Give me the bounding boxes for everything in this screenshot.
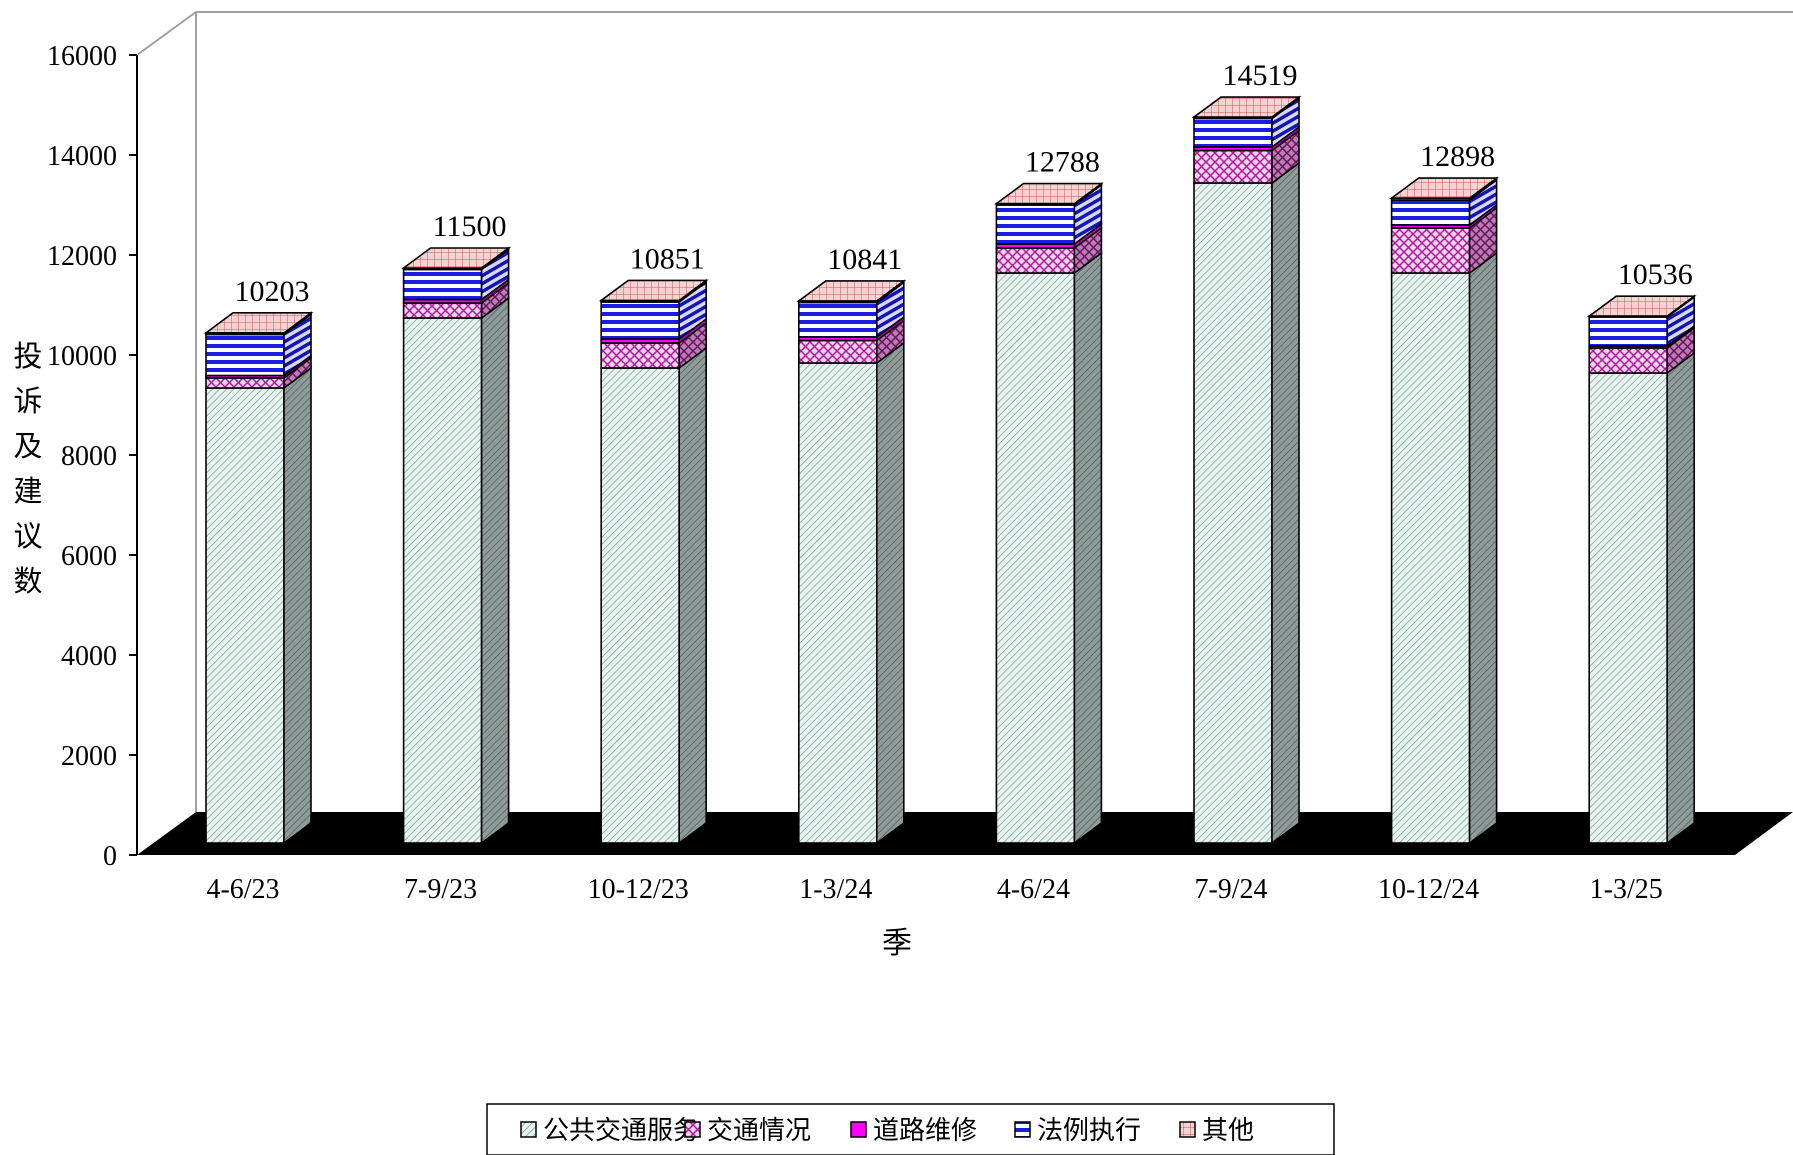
y-axis: 0 2000 4000 6000 8000 10000 12000 14000 16000 [47, 41, 137, 872]
bar-top-face [1191, 96, 1302, 118]
bar-segment [205, 377, 285, 389]
bar-segment [205, 333, 285, 377]
bar-segment [797, 339, 878, 364]
bar-total-label: 14519 [1223, 59, 1298, 92]
legend-label: 法例执行 [1037, 1116, 1141, 1146]
bar-segment [1588, 347, 1668, 374]
x-tick-label: 7-9/24 [1194, 874, 1267, 905]
bar-total-label: 10536 [1618, 258, 1693, 291]
bar-top-face [796, 280, 907, 302]
bar-total-label: 11500 [433, 210, 507, 243]
chart-floor [137, 812, 1793, 855]
bar-segment-side [1666, 351, 1695, 845]
y-tick-label: 16000 [47, 41, 117, 72]
bar-stack: 10841 [796, 243, 907, 845]
x-tick-label: 7-9/23 [404, 874, 477, 905]
y-axis-label-char: 数 [13, 564, 42, 598]
y-tick-label: 12000 [47, 241, 117, 272]
y-tick-label: 14000 [47, 141, 117, 172]
y-axis-label-char: 建 [13, 474, 42, 508]
x-tick-label: 4-6/24 [997, 874, 1070, 905]
bar-segment-side [1271, 161, 1300, 845]
y-tick-label: 2000 [61, 741, 117, 772]
x-tick-label: 4-6/23 [206, 874, 279, 905]
y-tick-label: 8000 [61, 441, 117, 472]
y-axis-label-char: 诉 [13, 384, 42, 418]
bar-segment-side [1073, 251, 1103, 845]
x-tick-label: 1-3/25 [1590, 874, 1663, 905]
bar-segment [600, 367, 681, 844]
bar-top-face [1586, 295, 1697, 318]
legend-label: 道路维修 [873, 1116, 977, 1146]
bar-segment [1193, 117, 1273, 148]
bar-stack: 11500 [401, 210, 512, 845]
bar-stack: 10851 [598, 242, 709, 845]
bar-segment [1390, 199, 1471, 226]
legend-swatch [1179, 1121, 1196, 1138]
bar-top-face [401, 247, 512, 269]
bar-total-label: 10203 [235, 275, 310, 308]
bar-segment [1588, 316, 1668, 347]
bar-segment [797, 362, 878, 844]
x-axis-label: 季 [882, 926, 912, 961]
bar-stack: 12788 [993, 146, 1104, 845]
bar-top-face [203, 312, 314, 334]
legend: 公共交通服务 交通情况 道路维修 法例执行 其他 [486, 1103, 1335, 1155]
bar-segment-side [678, 346, 708, 845]
bar-group: 10203 11500 10851 10841 12788 14519 12898 10536 [203, 59, 1697, 845]
bar-top-face [993, 182, 1104, 205]
bar-segment [402, 302, 483, 319]
bar-segment [1193, 149, 1273, 184]
bar-stack: 12898 [1389, 140, 1500, 845]
bar-segment [402, 268, 483, 301]
bar-segment [995, 204, 1076, 245]
bar-segment [600, 342, 681, 369]
bar-top-face [1389, 177, 1500, 199]
legend-label: 其他 [1202, 1116, 1254, 1146]
bar-segment [995, 272, 1076, 844]
y-axis-label-char: 投 [13, 339, 42, 373]
y-axis-label-char: 议 [13, 519, 42, 553]
bar-segment [1588, 372, 1668, 844]
y-tick-label: 4000 [61, 641, 117, 672]
y-tick-label: 6000 [61, 541, 117, 572]
bar-segment-side [1468, 251, 1498, 845]
legend-label: 公共交通服务 [543, 1116, 699, 1146]
y-tick-label: 0 [103, 841, 117, 872]
y-tick-label: 10000 [47, 341, 117, 372]
bar-segment-side [480, 296, 510, 845]
x-tick-label: 10-12/24 [1378, 874, 1479, 905]
bar-segment [1390, 227, 1471, 274]
bar-total-label: 10841 [827, 243, 902, 276]
bar-stack: 10203 [203, 275, 314, 845]
bar-segment [1390, 272, 1471, 844]
bar-total-label: 12898 [1420, 140, 1495, 173]
legend-swatch [684, 1121, 701, 1138]
y-axis-label-char: 及 [13, 429, 42, 463]
bar-segment [600, 301, 681, 340]
bar-segment-side [875, 341, 905, 845]
x-tick-label: 10-12/23 [588, 874, 689, 905]
bar-segment [205, 387, 285, 844]
bar-stack: 14519 [1191, 59, 1302, 845]
legend-swatch [1014, 1121, 1031, 1138]
legend-swatch [520, 1121, 537, 1138]
bar-segment-side [283, 366, 312, 845]
chart-frame [136, 11, 1793, 855]
bar-segment [402, 317, 483, 844]
bar-segment [797, 301, 878, 338]
bar-total-label: 10851 [630, 242, 705, 275]
bar-segment [995, 247, 1076, 274]
x-axis: 4-6/23 7-9/23 10-12/23 1-3/24 4-6/24 7-9/24 10… [206, 874, 1662, 905]
bar-top-face [598, 279, 709, 302]
legend-swatch [850, 1121, 867, 1138]
x-tick-label: 1-3/24 [799, 874, 872, 905]
legend-label: 交通情况 [707, 1116, 811, 1146]
bar-stack: 10536 [1586, 258, 1697, 845]
bar-total-label: 12788 [1025, 146, 1100, 179]
bar-segment [1193, 182, 1273, 844]
